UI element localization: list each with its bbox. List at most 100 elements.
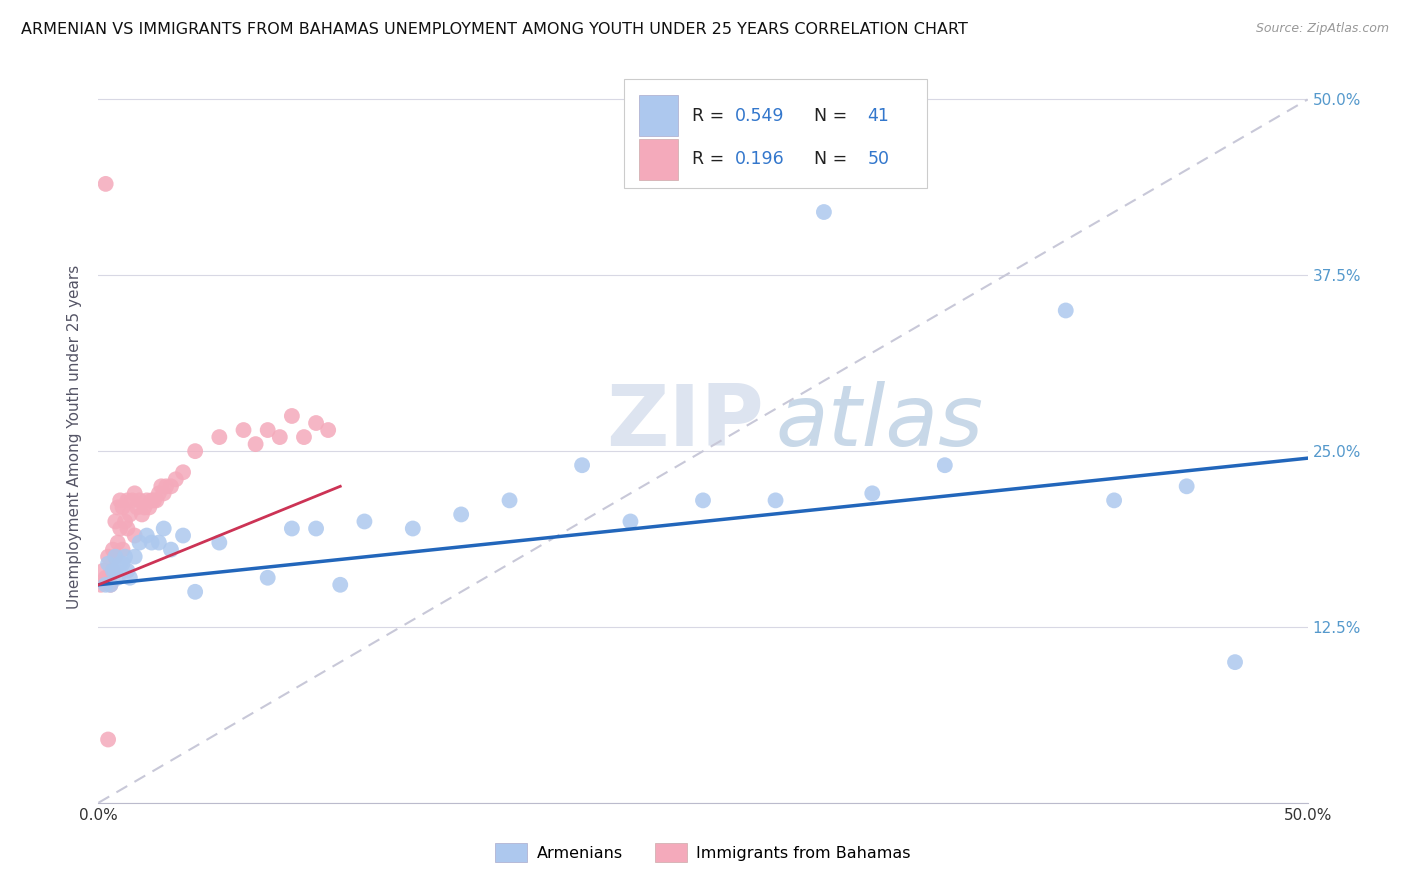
Point — [107, 535, 129, 549]
Point — [160, 479, 183, 493]
Point — [305, 416, 328, 430]
Point — [619, 515, 641, 529]
Point — [232, 423, 254, 437]
Point — [1175, 479, 1198, 493]
Point — [108, 493, 131, 508]
Point — [108, 557, 131, 571]
Point — [150, 479, 173, 493]
Point — [128, 535, 150, 549]
Point — [765, 493, 787, 508]
Point — [104, 549, 127, 564]
Point — [131, 508, 153, 522]
Text: atlas: atlas — [776, 381, 984, 464]
Point — [101, 564, 124, 578]
Point — [165, 472, 187, 486]
Legend: Armenians, Immigrants from Bahamas: Armenians, Immigrants from Bahamas — [489, 837, 917, 868]
Point — [118, 508, 141, 522]
Point — [114, 549, 136, 564]
Point — [94, 177, 117, 191]
Text: Source: ZipAtlas.com: Source: ZipAtlas.com — [1256, 22, 1389, 36]
Point — [141, 493, 163, 508]
Point — [138, 500, 160, 515]
Point — [281, 521, 304, 535]
Point — [117, 521, 139, 535]
Point — [1102, 493, 1125, 508]
Text: R =: R = — [692, 107, 730, 125]
Point — [152, 521, 174, 535]
Point — [269, 430, 291, 444]
Point — [813, 205, 835, 219]
Point — [172, 465, 194, 479]
Point — [148, 486, 170, 500]
Point — [498, 493, 520, 508]
Point — [111, 557, 134, 571]
Text: R =: R = — [692, 151, 735, 169]
Point — [108, 521, 131, 535]
Point — [148, 535, 170, 549]
Point — [571, 458, 593, 473]
Point — [97, 549, 120, 564]
Point — [104, 515, 127, 529]
Point — [152, 486, 174, 500]
Text: 41: 41 — [868, 107, 890, 125]
Point — [155, 479, 177, 493]
Point — [124, 486, 146, 500]
Point — [172, 528, 194, 542]
Text: ZIP: ZIP — [606, 381, 763, 464]
Point — [135, 528, 157, 542]
Point — [97, 732, 120, 747]
Point — [104, 564, 127, 578]
Point — [97, 557, 120, 571]
Point — [145, 493, 167, 508]
Text: N =: N = — [803, 107, 853, 125]
Text: 50: 50 — [868, 151, 890, 169]
Point — [121, 493, 143, 508]
Point — [329, 578, 352, 592]
Point — [135, 493, 157, 508]
Point — [160, 542, 183, 557]
Point — [100, 578, 122, 592]
Point — [692, 493, 714, 508]
Point — [934, 458, 956, 473]
Point — [90, 578, 112, 592]
Point — [143, 493, 166, 508]
Point — [101, 542, 124, 557]
Point — [124, 549, 146, 564]
Point — [450, 508, 472, 522]
Point — [281, 409, 304, 423]
FancyBboxPatch shape — [638, 139, 678, 179]
Point — [1054, 303, 1077, 318]
Point — [91, 564, 114, 578]
Point — [860, 486, 883, 500]
Point — [256, 571, 278, 585]
Y-axis label: Unemployment Among Youth under 25 years: Unemployment Among Youth under 25 years — [67, 265, 83, 609]
Point — [114, 515, 136, 529]
Text: 0.549: 0.549 — [734, 107, 785, 125]
Point — [305, 521, 328, 535]
Point — [107, 500, 129, 515]
Point — [111, 500, 134, 515]
Point — [100, 578, 122, 592]
FancyBboxPatch shape — [638, 95, 678, 136]
Point — [94, 571, 117, 585]
Point — [94, 578, 117, 592]
Point — [117, 564, 139, 578]
Point — [111, 542, 134, 557]
Point — [208, 535, 231, 549]
Point — [117, 493, 139, 508]
FancyBboxPatch shape — [624, 78, 927, 188]
Point — [128, 493, 150, 508]
Point — [104, 549, 127, 564]
Point — [292, 430, 315, 444]
Text: N =: N = — [803, 151, 853, 169]
Point — [127, 500, 149, 515]
Point — [316, 423, 339, 437]
Point — [141, 535, 163, 549]
Point — [1223, 655, 1246, 669]
Text: 0.196: 0.196 — [734, 151, 785, 169]
Point — [245, 437, 267, 451]
Point — [101, 564, 124, 578]
Point — [118, 571, 141, 585]
Point — [402, 521, 425, 535]
Point — [107, 571, 129, 585]
